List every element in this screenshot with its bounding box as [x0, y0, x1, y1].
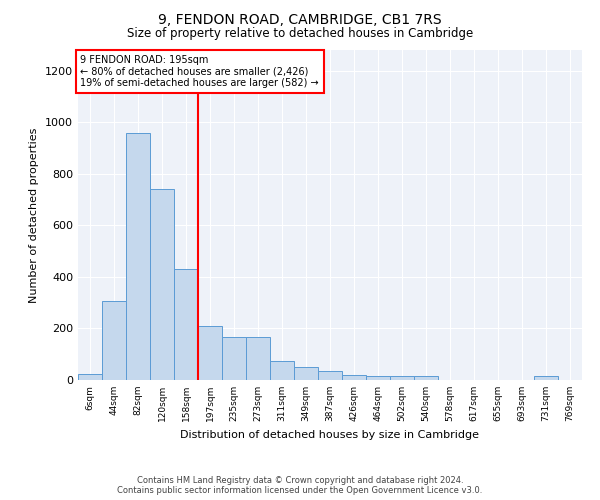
Bar [174, 269, 198, 380]
Text: Size of property relative to detached houses in Cambridge: Size of property relative to detached ho… [127, 28, 473, 40]
Bar [534, 376, 558, 380]
Bar [102, 302, 126, 380]
Bar [126, 132, 150, 380]
Text: 9 FENDON ROAD: 195sqm
← 80% of detached houses are smaller (2,426)
19% of semi-d: 9 FENDON ROAD: 195sqm ← 80% of detached … [80, 55, 319, 88]
Bar [366, 376, 390, 380]
Bar [270, 360, 294, 380]
Bar [246, 338, 270, 380]
Bar [414, 376, 438, 380]
Bar [294, 367, 318, 380]
Text: 9, FENDON ROAD, CAMBRIDGE, CB1 7RS: 9, FENDON ROAD, CAMBRIDGE, CB1 7RS [158, 12, 442, 26]
Bar [342, 375, 366, 380]
Bar [78, 374, 102, 380]
X-axis label: Distribution of detached houses by size in Cambridge: Distribution of detached houses by size … [181, 430, 479, 440]
Bar [318, 371, 342, 380]
Bar [390, 376, 414, 380]
Text: Contains HM Land Registry data © Crown copyright and database right 2024.
Contai: Contains HM Land Registry data © Crown c… [118, 476, 482, 495]
Bar [222, 338, 246, 380]
Bar [150, 189, 174, 380]
Bar [198, 326, 222, 380]
Y-axis label: Number of detached properties: Number of detached properties [29, 128, 40, 302]
